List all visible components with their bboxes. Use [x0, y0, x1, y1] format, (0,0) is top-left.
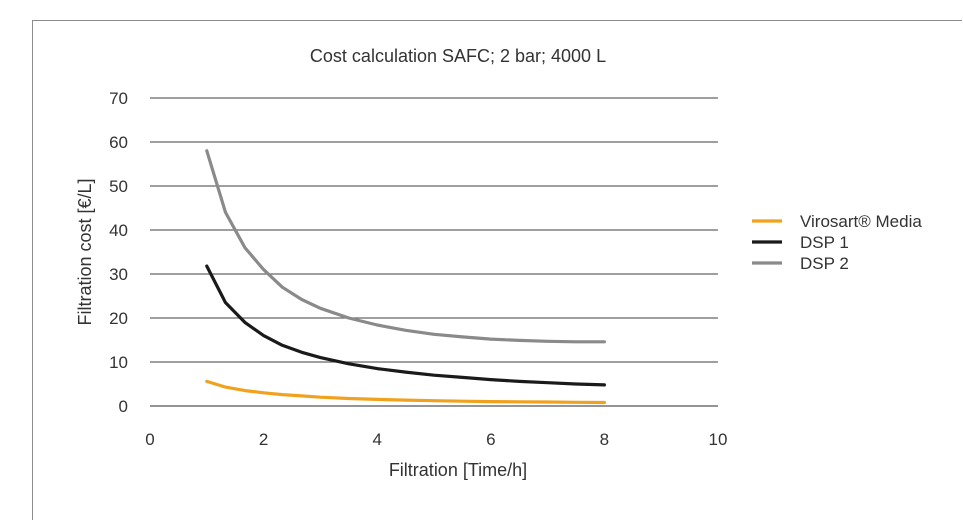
y-tick-label: 40 — [109, 221, 128, 240]
chart-frame — [32, 20, 962, 520]
chart-title: Cost calculation SAFC; 2 bar; 4000 L — [310, 46, 606, 66]
series-line — [205, 264, 607, 387]
x-axis-label: Filtration [Time/h] — [389, 460, 527, 480]
y-tick-label: 10 — [109, 353, 128, 372]
y-tick-label: 60 — [109, 133, 128, 152]
x-tick-label: 8 — [600, 430, 609, 449]
y-tick-label: 70 — [109, 89, 128, 108]
legend-label: Virosart® Media — [800, 212, 922, 231]
y-tick-label: 0 — [119, 397, 128, 416]
x-tick-label: 0 — [145, 430, 154, 449]
y-tick-label: 50 — [109, 177, 128, 196]
line-chart: Cost calculation SAFC; 2 bar; 4000 L 0 10… — [75, 46, 922, 480]
x-tick-label: 4 — [372, 430, 381, 449]
y-tick-label: 30 — [109, 265, 128, 284]
y-axis-ticks: 0 10 20 30 40 50 60 70 — [109, 89, 128, 416]
x-tick-label: 6 — [486, 430, 495, 449]
x-axis-ticks: 0 2 4 6 8 10 — [145, 430, 727, 449]
series-line — [205, 149, 607, 344]
grid — [150, 97, 718, 407]
legend: Virosart® Media DSP 1 DSP 2 — [752, 212, 922, 273]
series-line — [205, 379, 607, 405]
y-axis-label: Filtration cost [€/L] — [75, 178, 95, 325]
x-tick-label: 2 — [259, 430, 268, 449]
legend-label: DSP 2 — [800, 254, 849, 273]
series-group — [205, 149, 607, 405]
y-tick-label: 20 — [109, 309, 128, 328]
x-tick-label: 10 — [709, 430, 728, 449]
legend-label: DSP 1 — [800, 233, 849, 252]
